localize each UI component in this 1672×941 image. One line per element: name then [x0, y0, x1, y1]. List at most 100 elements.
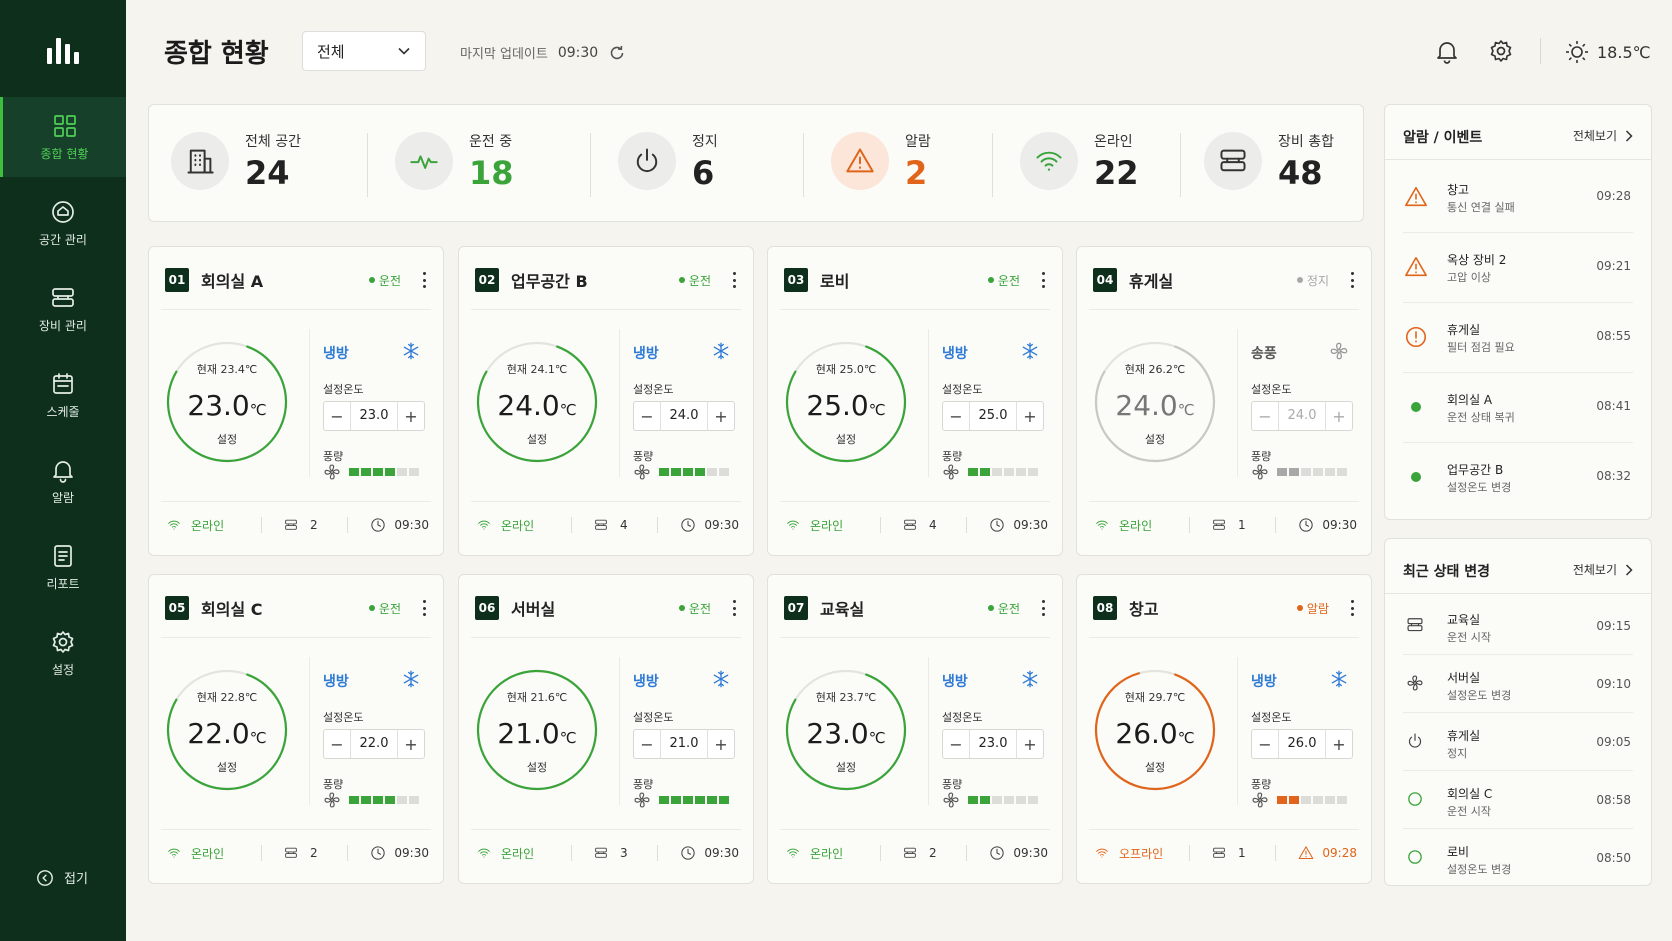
divider [1089, 501, 1359, 502]
more-menu-icon[interactable] [417, 599, 431, 617]
increase-button[interactable]: + [1332, 406, 1346, 426]
fan-speed[interactable] [323, 463, 419, 481]
fan-level-bar [719, 796, 729, 804]
changes-view-all-link[interactable]: 전체보기 [1573, 561, 1633, 578]
connection-status: 온라인 [784, 845, 880, 862]
collapse-button[interactable]: 접기 [36, 868, 88, 887]
zone-card[interactable]: 03 로비 운전 현재 25.0℃ 25.0℃ 설정 냉방 설정온도 − 25.… [767, 246, 1063, 556]
zone-card[interactable]: 04 휴게실 정지 현재 26.2℃ 24.0℃ 설정 송풍 설정온도 − 24… [1076, 246, 1372, 556]
device-count: 1 [1190, 845, 1275, 861]
fan-icon [1252, 792, 1268, 808]
status-dot [678, 605, 685, 611]
decrease-button[interactable]: − [330, 406, 344, 426]
alarm-item[interactable]: 회의실 A 운전 상태 복귀 08:41 [1403, 373, 1633, 443]
mode-toggle[interactable] [1329, 341, 1349, 361]
zone-card[interactable]: 05 회의실 C 운전 현재 22.8℃ 22.0℃ 설정 냉방 설정온도 − … [148, 574, 444, 884]
status-change-desc: 설정온도 변경 [1447, 689, 1512, 702]
mode-toggle[interactable] [711, 669, 731, 689]
status-change-item[interactable]: 회의실 C 운전 시작 08:58 [1403, 771, 1633, 829]
increase-button[interactable]: + [714, 734, 728, 754]
more-menu-icon[interactable] [417, 271, 431, 289]
fan-speed[interactable] [942, 463, 1038, 481]
fan-speed[interactable] [942, 791, 1038, 809]
changes-view-all-label: 전체보기 [1572, 563, 1617, 577]
fan-speed[interactable] [1251, 791, 1347, 809]
mode-toggle[interactable] [1020, 669, 1040, 689]
snowflake-icon [713, 342, 729, 360]
increase-button[interactable]: + [1332, 734, 1346, 754]
status-change-item[interactable]: 휴게실 정지 09:05 [1403, 713, 1633, 771]
sidebar-item[interactable]: 종합 현황 [0, 97, 126, 177]
status-change-item[interactable]: 교육실 운전 시작 09:15 [1403, 597, 1633, 655]
sidebar-item[interactable]: 알람 [0, 441, 126, 521]
increase-button[interactable]: + [404, 734, 418, 754]
zone-card[interactable]: 06 서버실 운전 현재 21.6℃ 21.0℃ 설정 냉방 설정온도 − 21… [458, 574, 754, 884]
divider [1089, 637, 1359, 638]
alarm-item[interactable]: 휴게실 필터 점검 필요 08:55 [1403, 303, 1633, 373]
decrease-button[interactable]: − [640, 406, 654, 426]
alarm-item[interactable]: 창고 통신 연결 실패 09:28 [1403, 163, 1633, 233]
decrease-button[interactable]: − [949, 734, 963, 754]
status-change-item[interactable]: 서버실 설정온도 변경 09:10 [1403, 655, 1633, 713]
zone-status: 운전 [987, 272, 1020, 289]
sidebar-item[interactable]: 장비 관리 [0, 269, 126, 349]
increase-button[interactable]: + [1023, 734, 1037, 754]
device-count: 4 [881, 517, 966, 533]
more-menu-icon[interactable] [727, 271, 741, 289]
alarm-item[interactable]: 옥상 장비 2 고압 이상 09:21 [1403, 233, 1633, 303]
decrease-button[interactable]: − [1258, 734, 1272, 754]
power-icon [1408, 733, 1422, 748]
sidebar-item[interactable]: 공간 관리 [0, 183, 126, 263]
alarm-item[interactable]: 업무공간 B 설정온도 변경 08:32 [1403, 443, 1633, 513]
fan-level-bar [683, 796, 693, 804]
fan-level-bar [1313, 796, 1323, 804]
fan-speed[interactable] [633, 791, 729, 809]
increase-button[interactable]: + [1023, 406, 1037, 426]
gear-icon[interactable] [1488, 38, 1514, 64]
mode-toggle[interactable] [401, 341, 421, 361]
summary-icon-badge [1020, 132, 1078, 190]
increase-button[interactable]: + [714, 406, 728, 426]
alarm-item-time: 09:28 [1596, 189, 1631, 203]
summary-panel: 전체 공간 24 운전 중 18 정지 6 알람 2 온라인 22 장비 총합 … [148, 104, 1364, 222]
sidebar-item[interactable]: 설정 [0, 613, 126, 693]
alarm-view-all-link[interactable]: 전체보기 [1573, 127, 1633, 144]
fan-speed[interactable] [323, 791, 419, 809]
zone-card[interactable]: 01 회의실 A 운전 현재 23.4℃ 23.0℃ 설정 냉방 설정온도 − … [148, 246, 444, 556]
divider [657, 517, 659, 533]
more-menu-icon[interactable] [727, 599, 741, 617]
more-menu-icon[interactable] [1036, 599, 1050, 617]
zone-card[interactable]: 07 교육실 운전 현재 23.7℃ 23.0℃ 설정 냉방 설정온도 − 23… [767, 574, 1063, 884]
filter-select[interactable]: 전체 [302, 31, 426, 71]
bell-icon[interactable] [1434, 38, 1460, 64]
mode-toggle[interactable] [711, 341, 731, 361]
status-change-item[interactable]: 로비 설정온도 변경 08:50 [1403, 829, 1633, 887]
decrease-button[interactable]: − [330, 734, 344, 754]
decrease-button[interactable]: − [640, 734, 654, 754]
increase-button[interactable]: + [404, 406, 418, 426]
more-menu-icon[interactable] [1345, 599, 1359, 617]
decrease-button[interactable]: − [949, 406, 963, 426]
status-change-desc: 설정온도 변경 [1447, 863, 1512, 876]
sidebar-item[interactable]: 리포트 [0, 527, 126, 607]
status-dot [678, 277, 685, 283]
mode-toggle[interactable] [1329, 669, 1349, 689]
fan-level-bar [385, 468, 395, 476]
temperature-dial: 현재 29.7℃ 26.0℃ 설정 [1091, 659, 1219, 801]
mode-toggle[interactable] [1020, 341, 1040, 361]
sidebar-item-label: 공간 관리 [39, 232, 87, 247]
fan-speed[interactable] [1251, 463, 1347, 481]
temperature-unit: ℃ [1177, 729, 1195, 747]
mode-toggle[interactable] [401, 669, 421, 689]
more-menu-icon[interactable] [1036, 271, 1050, 289]
zone-card[interactable]: 02 업무공간 B 운전 현재 24.1℃ 24.0℃ 설정 냉방 설정온도 −… [458, 246, 754, 556]
zone-card[interactable]: 08 창고 알람 현재 29.7℃ 26.0℃ 설정 냉방 설정온도 − 26.… [1076, 574, 1372, 884]
more-menu-icon[interactable] [1345, 271, 1359, 289]
zone-number: 04 [1093, 268, 1117, 292]
zone-number: 05 [165, 596, 189, 620]
refresh-icon[interactable] [608, 44, 626, 62]
sidebar-item[interactable]: 스케줄 [0, 355, 126, 435]
zone-number: 02 [475, 268, 499, 292]
fan-speed[interactable] [633, 463, 729, 481]
decrease-button[interactable]: − [1258, 406, 1272, 426]
